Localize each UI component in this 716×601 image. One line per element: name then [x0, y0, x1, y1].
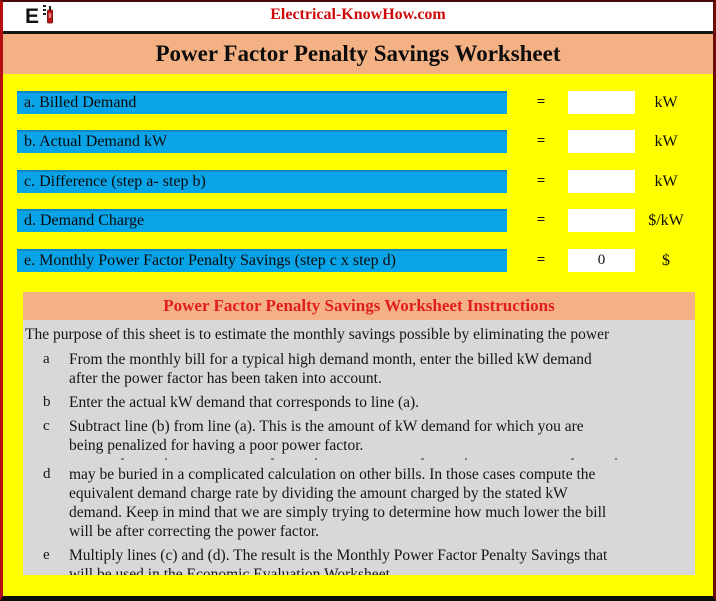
unit-label: kW [654, 173, 678, 190]
monthly-savings-result: 0 [568, 249, 635, 272]
instruction-item-b: b Enter the actual kW demand that corres… [25, 393, 693, 412]
actual-demand-input[interactable] [568, 130, 635, 153]
instruction-line: will be used in the Economic Evaluation … [69, 566, 394, 575]
unit-label: kW [654, 94, 678, 111]
unit-label: $ [662, 252, 670, 269]
clipped-text-fragments [69, 457, 663, 462]
difference-input[interactable] [568, 170, 635, 193]
site-logo: E [25, 4, 55, 31]
unit-label: $/kW [648, 212, 684, 229]
item-letter: e [43, 547, 50, 563]
header-divider [3, 31, 713, 34]
instructions-title: Power Factor Penalty Savings Worksheet I… [23, 292, 695, 320]
row-label-d: d. Demand Charge [17, 209, 507, 232]
top-banner: E Electrical-KnowHow.com [3, 2, 713, 31]
item-letter: a [43, 351, 50, 367]
logo-letter: E [25, 5, 40, 28]
page-title: Power Factor Penalty Savings Worksheet [3, 34, 713, 74]
equals-sign: = [536, 94, 546, 110]
equals-sign: = [536, 133, 546, 149]
instructions-box: The purpose of this sheet is to estimate… [23, 320, 695, 575]
instruction-line: being penalized for having a poor power … [69, 437, 364, 454]
demand-charge-input[interactable] [568, 209, 635, 232]
instruction-line: demand. Keep in mind that we are simply … [69, 504, 607, 521]
row-label-e: e. Monthly Power Factor Penalty Savings … [17, 249, 507, 272]
instruction-line: Multiply lines (c) and (d). The result i… [69, 547, 608, 564]
item-letter: d [43, 466, 51, 482]
row-label-b: b. Actual Demand kW [17, 130, 507, 153]
instruction-line: Subtract line (b) from line (a). This is… [69, 418, 584, 435]
equals-sign: = [536, 212, 546, 228]
instruction-line: after the power factor has been taken in… [69, 370, 382, 387]
instruction-item-a: a From the monthly bill for a typical hi… [25, 350, 693, 388]
equals-sign: = [536, 173, 546, 189]
instruction-item-d: d may be buried in a complicated calcula… [25, 465, 693, 541]
instruction-line: Enter the actual kW demand that correspo… [69, 394, 420, 411]
instruction-line: From the monthly bill for a typical high… [69, 351, 592, 368]
row-label-c: c. Difference (step a- step b) [17, 170, 507, 193]
instruction-line: will be after correcting the power facto… [69, 523, 320, 540]
logo-meter-icon [42, 4, 55, 31]
row-label-a: a. Billed Demand [17, 91, 507, 114]
item-letter: c [43, 418, 50, 434]
instructions-intro: The purpose of this sheet is to estimate… [25, 326, 610, 343]
instruction-line: may be buried in a complicated calculati… [69, 466, 596, 483]
instruction-item-e: e Multiply lines (c) and (d). The result… [25, 546, 693, 575]
billed-demand-input[interactable] [568, 91, 635, 114]
item-letter: b [43, 394, 51, 410]
instruction-line: equivalent demand charge rate by dividin… [69, 485, 568, 502]
instruction-item-c: c Subtract line (b) from line (a). This … [25, 417, 693, 455]
equals-sign: = [536, 252, 546, 268]
unit-label: kW [654, 133, 678, 150]
site-title: Electrical-KnowHow.com [270, 6, 446, 23]
